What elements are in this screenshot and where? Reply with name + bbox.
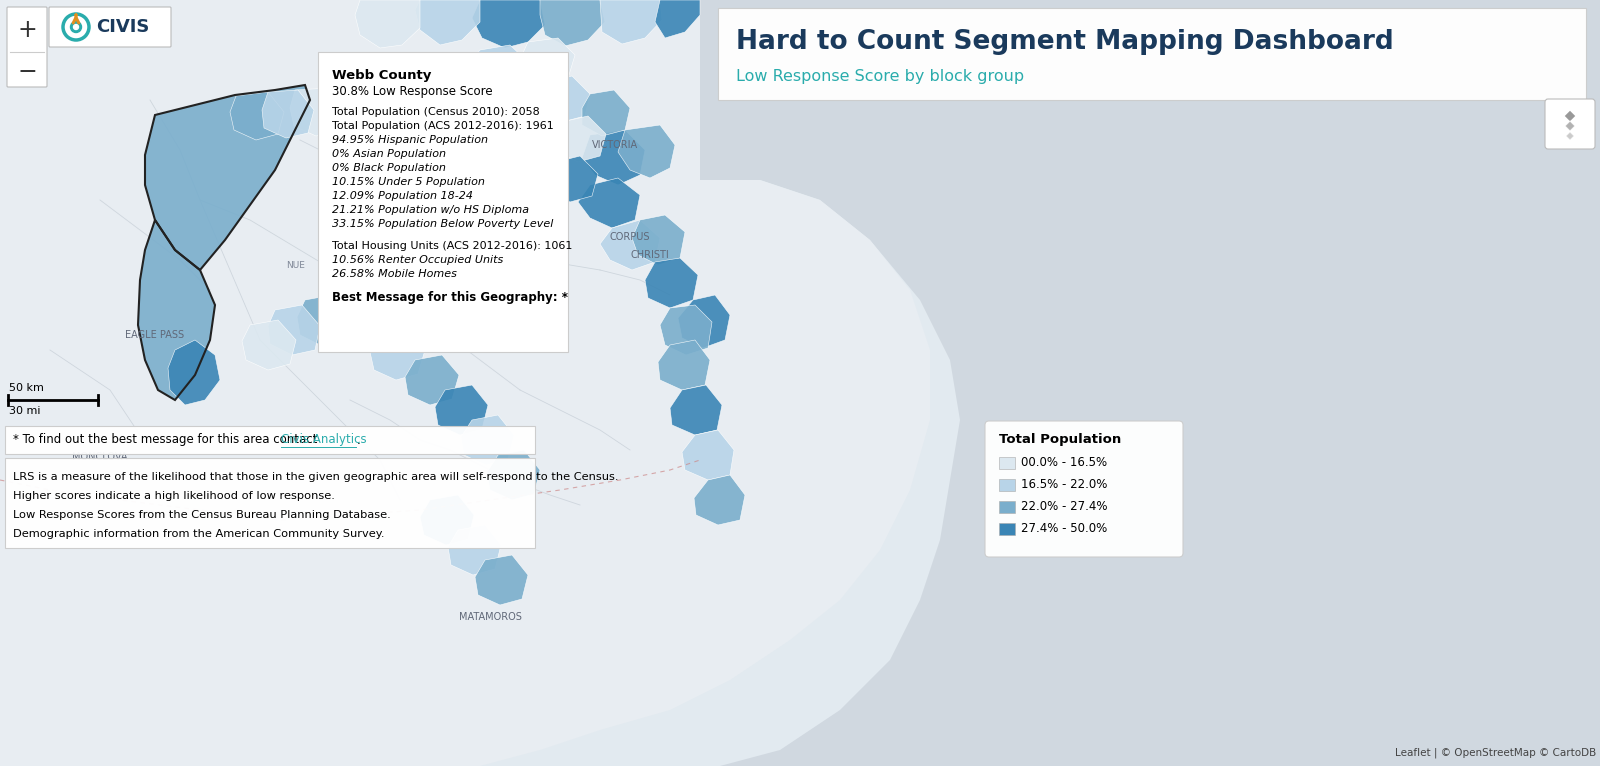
Polygon shape	[298, 295, 350, 346]
Bar	[998, 457, 1014, 469]
Polygon shape	[694, 475, 746, 525]
Circle shape	[74, 25, 78, 30]
Text: Higher scores indicate a high likelihood of low response.: Higher scores indicate a high likelihood…	[13, 491, 334, 501]
Text: 30.8% Low Response Score: 30.8% Low Response Score	[333, 85, 493, 98]
Polygon shape	[453, 130, 504, 179]
Text: NUE: NUE	[286, 261, 306, 270]
Text: MONCLOVA: MONCLOVA	[72, 452, 128, 462]
Polygon shape	[0, 0, 930, 766]
Text: Total Population: Total Population	[998, 433, 1122, 446]
Polygon shape	[168, 340, 221, 405]
Polygon shape	[419, 150, 472, 199]
Text: 12.09% Population 18-24: 12.09% Population 18-24	[333, 191, 474, 201]
Text: EAGLE PASS: EAGLE PASS	[125, 330, 184, 340]
FancyBboxPatch shape	[5, 426, 534, 454]
Polygon shape	[434, 224, 486, 274]
Text: LRS is a measure of the likelihood that those in the given geographic area will : LRS is a measure of the likelihood that …	[13, 472, 619, 482]
Polygon shape	[1566, 132, 1574, 140]
FancyBboxPatch shape	[1546, 99, 1595, 149]
Text: 26.58% Mobile Homes: 26.58% Mobile Homes	[333, 269, 458, 279]
Polygon shape	[392, 155, 445, 204]
Text: 10.15% Under 5 Population: 10.15% Under 5 Population	[333, 177, 485, 187]
Polygon shape	[290, 88, 344, 136]
Polygon shape	[486, 450, 541, 500]
Polygon shape	[661, 305, 712, 355]
Text: 27.4% - 50.0%: 27.4% - 50.0%	[1021, 522, 1107, 535]
Polygon shape	[547, 156, 598, 202]
Polygon shape	[323, 86, 376, 134]
Polygon shape	[472, 0, 546, 48]
Text: CORPUS: CORPUS	[610, 232, 650, 242]
Polygon shape	[496, 82, 547, 128]
FancyBboxPatch shape	[718, 8, 1586, 100]
Polygon shape	[355, 107, 408, 155]
FancyBboxPatch shape	[318, 52, 568, 352]
Text: MATAMOROS: MATAMOROS	[459, 612, 522, 622]
Polygon shape	[678, 295, 730, 348]
Polygon shape	[426, 135, 478, 184]
Polygon shape	[242, 320, 296, 370]
Polygon shape	[419, 495, 474, 545]
Text: Civis Analytics: Civis Analytics	[280, 434, 366, 447]
Polygon shape	[405, 355, 459, 405]
Polygon shape	[146, 85, 310, 270]
Polygon shape	[230, 92, 285, 140]
Polygon shape	[658, 340, 710, 390]
Text: CIVIS: CIVIS	[96, 18, 149, 36]
Text: 22.0% - 27.4%: 22.0% - 27.4%	[1021, 500, 1107, 513]
Text: 00.0% - 16.5%: 00.0% - 16.5%	[1021, 457, 1107, 470]
Text: Best Message for this Geography: *: Best Message for this Geography: *	[333, 291, 568, 304]
Polygon shape	[269, 305, 320, 355]
Polygon shape	[654, 0, 701, 38]
Polygon shape	[578, 178, 640, 228]
Text: 33.15% Population Below Poverty Level: 33.15% Population Below Poverty Level	[333, 219, 554, 229]
Polygon shape	[461, 415, 514, 465]
Polygon shape	[339, 215, 395, 265]
Polygon shape	[435, 385, 488, 435]
Bar	[998, 501, 1014, 513]
Text: Leaflet | © OpenStreetMap © CartoDB: Leaflet | © OpenStreetMap © CartoDB	[1395, 748, 1597, 758]
Polygon shape	[368, 255, 422, 305]
Text: +: +	[18, 18, 37, 42]
Polygon shape	[701, 0, 1600, 766]
Bar	[998, 523, 1014, 535]
Polygon shape	[470, 45, 528, 90]
Polygon shape	[355, 0, 419, 48]
Polygon shape	[1565, 121, 1574, 131]
Polygon shape	[582, 130, 645, 185]
Polygon shape	[1565, 110, 1576, 122]
Polygon shape	[510, 122, 562, 168]
Text: Demographic information from the American Community Survey.: Demographic information from the America…	[13, 529, 384, 539]
Polygon shape	[262, 90, 314, 138]
Polygon shape	[582, 90, 630, 136]
Polygon shape	[330, 275, 386, 325]
Text: 21.21% Population w/o HS Diploma: 21.21% Population w/o HS Diploma	[333, 205, 530, 215]
Text: −: −	[18, 60, 37, 84]
Text: * To find out the best message for this area contact: * To find out the best message for this …	[13, 434, 322, 447]
Text: .: .	[357, 434, 360, 447]
Text: Total Population (Census 2010): 2058: Total Population (Census 2010): 2058	[333, 107, 539, 117]
Polygon shape	[522, 38, 574, 82]
FancyBboxPatch shape	[5, 458, 534, 548]
Polygon shape	[408, 185, 462, 235]
Polygon shape	[557, 116, 606, 162]
Text: Webb County: Webb County	[333, 69, 432, 82]
Polygon shape	[670, 385, 722, 435]
Polygon shape	[382, 190, 435, 240]
Text: Total Housing Units (ACS 2012-2016): 1061: Total Housing Units (ACS 2012-2016): 106…	[333, 241, 573, 251]
Polygon shape	[138, 220, 214, 400]
Polygon shape	[600, 0, 662, 44]
Polygon shape	[632, 215, 685, 265]
Polygon shape	[618, 125, 675, 178]
Text: 30 mi: 30 mi	[10, 406, 40, 416]
Polygon shape	[475, 555, 528, 605]
Text: Low Response Score by block group: Low Response Score by block group	[736, 68, 1024, 83]
Bar	[998, 479, 1014, 491]
Polygon shape	[645, 258, 698, 308]
Text: Hard to Count Segment Mapping Dashboard: Hard to Count Segment Mapping Dashboard	[736, 29, 1394, 55]
Text: CHRISTI: CHRISTI	[630, 250, 669, 260]
FancyBboxPatch shape	[986, 421, 1182, 557]
Text: 0% Black Population: 0% Black Population	[333, 163, 446, 173]
FancyBboxPatch shape	[6, 7, 46, 87]
